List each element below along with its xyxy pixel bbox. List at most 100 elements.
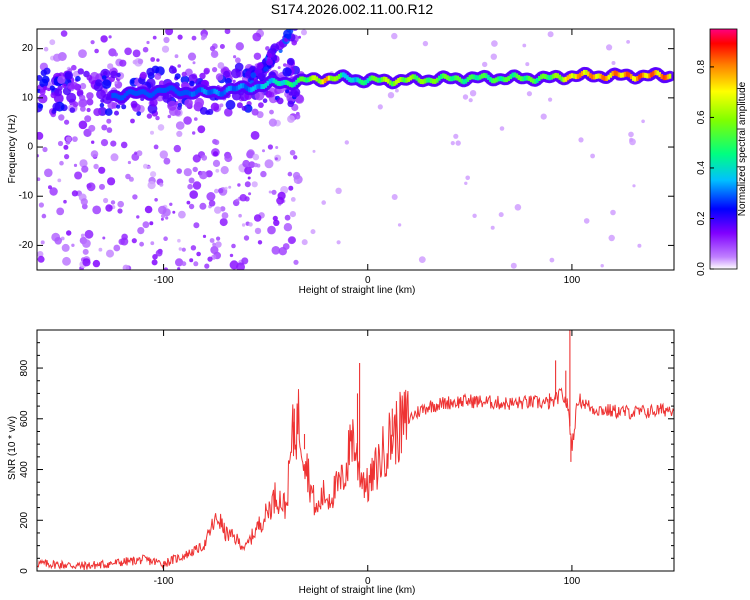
ridge-core — [284, 79, 288, 85]
noise-blob — [210, 245, 219, 255]
ridge-core — [219, 91, 223, 97]
ridge-core — [111, 93, 114, 98]
noise-blob — [44, 168, 53, 178]
noise-blob — [37, 255, 45, 263]
noise-blob — [146, 40, 150, 45]
ridge-core — [466, 76, 470, 82]
ridge-core — [358, 78, 361, 84]
noise-blob — [283, 223, 293, 232]
noise-blob — [600, 264, 604, 268]
ridge-core — [244, 84, 247, 90]
noise-blob — [250, 131, 260, 140]
noise-blob — [335, 187, 342, 194]
noise-blob — [81, 165, 89, 173]
y-tick-label: -10 — [19, 191, 34, 202]
band-blob — [185, 68, 193, 77]
noise-blob — [146, 113, 153, 119]
noise-blob — [207, 256, 213, 262]
ridge-core — [505, 77, 508, 83]
noise-blob — [549, 257, 555, 263]
ridge-core — [413, 74, 417, 80]
noise-blob — [224, 29, 231, 35]
noise-blob — [82, 258, 91, 267]
noise-blob — [158, 205, 167, 215]
noise-blob — [91, 140, 95, 144]
ridge-core — [578, 72, 582, 78]
noise-blob — [260, 170, 267, 178]
noise-blob — [211, 50, 218, 57]
noise-blob — [57, 140, 64, 147]
band-blob — [99, 102, 105, 108]
ridge-core — [621, 72, 625, 78]
noise-blob — [169, 202, 173, 206]
ridge-core — [619, 72, 623, 78]
ridge-core — [568, 73, 572, 79]
spectrogram-ylabel: Frequency (Hz) — [7, 115, 18, 184]
ridge-core — [368, 76, 372, 82]
noise-blob — [214, 188, 219, 194]
ridge-core — [307, 77, 310, 83]
ridge-core — [156, 88, 159, 93]
noise-blob — [239, 194, 247, 202]
noise-blob — [125, 173, 131, 180]
band-blob — [262, 98, 268, 103]
noise-blob — [178, 247, 182, 251]
noise-blob — [177, 64, 181, 68]
noise-blob — [139, 241, 145, 247]
ridge-core — [366, 78, 370, 84]
noise-blob — [147, 181, 156, 190]
ridge-core — [333, 76, 337, 82]
ridge-core — [274, 79, 278, 85]
noise-blob — [482, 61, 488, 68]
streak-blob — [256, 62, 264, 70]
band-blob — [69, 107, 76, 113]
noise-blob — [188, 177, 195, 184]
noise-blob — [209, 238, 215, 243]
band-blob — [110, 70, 118, 79]
noise-blob — [293, 155, 298, 160]
ridge-core — [262, 84, 265, 89]
noise-blob — [267, 144, 273, 150]
ridge-core — [570, 73, 574, 79]
noise-blob — [163, 36, 170, 44]
ridge-core — [534, 78, 537, 84]
ridge-core — [176, 90, 180, 96]
x-tick-label: -100 — [154, 576, 174, 587]
ridge-core — [464, 78, 468, 84]
noise-blob — [186, 200, 191, 205]
noise-blob — [214, 206, 222, 214]
ridge-core — [583, 69, 586, 75]
y-tick-label: 200 — [19, 512, 30, 529]
noise-blob — [38, 202, 45, 208]
ridge-core — [566, 75, 570, 81]
noise-blob — [514, 204, 522, 211]
noise-blob — [522, 43, 527, 48]
ridge-core — [372, 75, 376, 81]
noise-blob — [154, 198, 158, 202]
ridge-core — [191, 91, 194, 97]
y-tick-label: 0 — [27, 142, 33, 153]
ridge-core — [387, 78, 390, 84]
ridge-core — [240, 83, 243, 89]
noise-blob — [56, 207, 65, 216]
streak-blob — [267, 52, 273, 58]
ridge-core — [242, 83, 245, 89]
ridge-core — [407, 76, 410, 82]
band-blob — [158, 80, 165, 86]
noise-blob — [287, 171, 293, 177]
ridge-core — [493, 78, 496, 84]
noise-blob — [193, 261, 199, 267]
noise-blob — [48, 185, 52, 190]
ridge-core — [148, 92, 151, 98]
noise-blob — [161, 213, 166, 219]
ridge-core — [646, 73, 649, 79]
ridge-core — [499, 76, 502, 82]
noise-blob — [464, 181, 468, 185]
noise-blob — [78, 120, 88, 130]
ridge-core — [574, 74, 578, 80]
noise-blob — [82, 248, 89, 255]
noise-blob — [134, 151, 138, 155]
noise-blob — [88, 124, 96, 132]
ridge-core — [644, 72, 647, 78]
ridge-core — [433, 78, 437, 84]
